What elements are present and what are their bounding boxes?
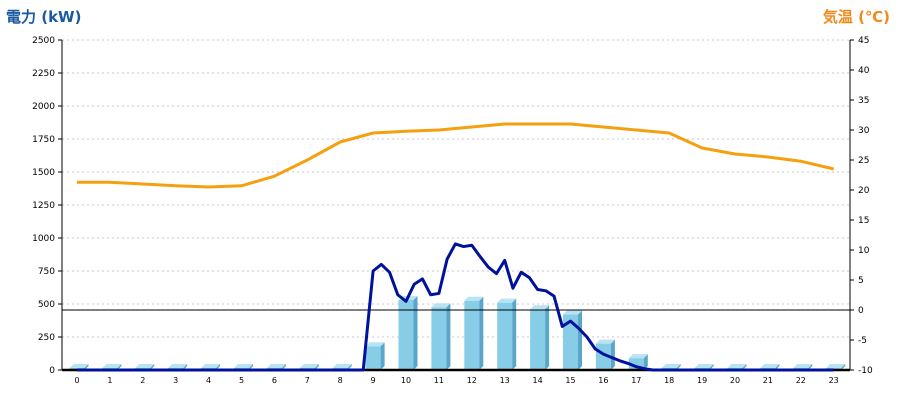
y-right-tick-label: 25 (858, 156, 869, 166)
x-tick-label: 18 (664, 376, 674, 385)
bar (563, 314, 578, 370)
y-left-tick-label: 1250 (32, 201, 55, 211)
bar-side (841, 364, 846, 370)
y-left-tick-label: 2000 (32, 102, 55, 112)
x-tick-label: 3 (173, 376, 178, 385)
bar (530, 309, 546, 370)
x-tick-label: 22 (796, 376, 806, 385)
bar-top (793, 364, 813, 369)
y-left-tick-label: 2500 (32, 36, 55, 46)
bar-top (332, 364, 352, 369)
bar-top (201, 364, 221, 369)
bar-top (464, 296, 484, 301)
bar (464, 300, 480, 370)
y-axis-right-title: 気温 (℃) (822, 8, 890, 26)
x-tick-label: 9 (371, 376, 376, 385)
bar-top (135, 364, 155, 369)
bar-top (234, 364, 253, 369)
bar-side (380, 342, 385, 370)
x-tick-label: 8 (338, 376, 343, 385)
bar-top (497, 298, 517, 303)
bar (431, 307, 447, 370)
y-right-tick-label: 35 (858, 96, 869, 106)
bar-top (266, 364, 286, 369)
bar-side (413, 296, 418, 370)
x-tick-label: 12 (467, 376, 477, 385)
power-line (77, 242, 834, 372)
y-left-tick-label: 1000 (32, 234, 55, 244)
x-tick-label: 5 (239, 376, 244, 385)
x-tick-label: 15 (565, 376, 575, 385)
y-right-tick-label: 20 (858, 186, 870, 196)
bar-side (545, 305, 550, 370)
bar-top (299, 364, 319, 369)
bar-top (69, 364, 89, 369)
bar-top (595, 339, 615, 344)
y-axis-left-title: 電力 (kW) (6, 8, 82, 26)
y-right-tick-label: 45 (858, 36, 869, 46)
x-tick-label: 10 (401, 376, 411, 385)
bar-side (479, 296, 484, 370)
bar-side (610, 339, 615, 370)
bar-top (661, 364, 681, 369)
bar-top (694, 364, 714, 369)
y-right-tick-label: 5 (858, 276, 864, 286)
bar (497, 302, 513, 370)
x-tick-label: 6 (272, 376, 277, 385)
bar-top (826, 364, 846, 369)
bar (365, 346, 381, 370)
y-right-tick-label: -10 (858, 366, 873, 376)
y-right-tick-label: 0 (858, 306, 864, 316)
x-tick-label: 0 (74, 376, 79, 385)
y-right-tick-label: 30 (858, 126, 870, 136)
y-right-tick-label: 15 (858, 216, 869, 226)
y-left-tick-label: 1500 (32, 168, 55, 178)
y-left-tick-label: 500 (38, 300, 55, 310)
x-tick-label: 7 (305, 376, 310, 385)
x-tick-label: 23 (829, 376, 839, 385)
bar-side (446, 303, 451, 370)
y-left-tick-label: 0 (49, 366, 55, 376)
bar-top (563, 310, 582, 315)
x-tick-label: 11 (434, 376, 444, 385)
bar (398, 300, 414, 370)
x-tick-label: 4 (206, 376, 211, 385)
y-left-tick-label: 250 (38, 333, 55, 343)
x-tick-label: 21 (763, 376, 773, 385)
x-tick-label: 1 (107, 376, 112, 385)
bar-side (512, 298, 517, 370)
bar-top (727, 364, 747, 369)
bar-side (643, 354, 648, 370)
x-tick-label: 2 (140, 376, 145, 385)
bar-top (530, 305, 550, 310)
x-tick-label: 19 (697, 376, 707, 385)
x-tick-label: 13 (500, 376, 510, 385)
x-tick-label: 20 (730, 376, 740, 385)
y-right-tick-label: -5 (858, 336, 867, 346)
bar-side (578, 310, 582, 370)
x-tick-label: 14 (533, 376, 543, 385)
y-left-tick-label: 750 (38, 267, 55, 277)
temperature-line (77, 122, 835, 189)
bar-top (168, 364, 188, 369)
y-left-tick-label: 2250 (32, 69, 55, 79)
y-right-tick-label: 40 (858, 66, 870, 76)
bar-top (431, 303, 451, 308)
bar-top (628, 354, 648, 359)
bar-top (365, 342, 385, 347)
y-right-tick-label: 10 (858, 246, 870, 256)
x-tick-label: 17 (631, 376, 641, 385)
bar-top (102, 364, 122, 369)
y-left-tick-label: 1750 (32, 135, 55, 145)
x-tick-label: 16 (598, 376, 608, 385)
bar (628, 358, 644, 370)
bar-top (760, 364, 780, 369)
